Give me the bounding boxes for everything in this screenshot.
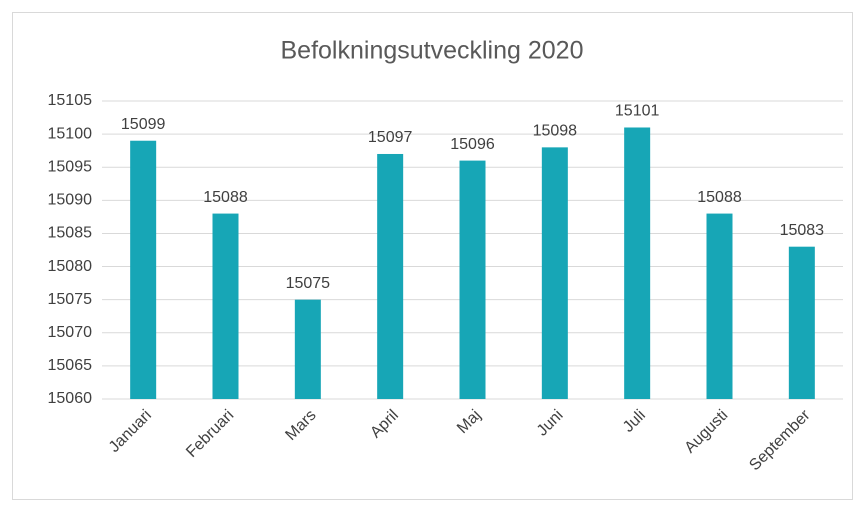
y-tick-label: 15085 [48, 225, 93, 242]
y-tick-label: 15070 [48, 324, 93, 341]
chart-title: Befolkningsutveckling 2020 [281, 37, 584, 65]
bar [212, 213, 239, 399]
data-label: 15096 [450, 136, 495, 153]
y-tick-label: 15060 [48, 390, 93, 407]
bar [788, 246, 815, 399]
bar [624, 127, 651, 399]
data-label: 15088 [697, 189, 742, 206]
bar [130, 140, 157, 399]
bar [294, 299, 321, 399]
data-label: 15075 [286, 275, 331, 292]
y-tick-label: 15095 [48, 158, 93, 175]
y-tick-label: 15065 [48, 357, 93, 374]
data-label: 15097 [368, 129, 413, 146]
y-tick-label: 15075 [48, 291, 93, 308]
y-tick-label: 15105 [48, 92, 93, 109]
bar [706, 213, 733, 399]
y-tick-label: 15090 [48, 192, 93, 209]
data-label: 15101 [615, 103, 660, 120]
bar [541, 147, 568, 399]
y-tick-label: 15080 [48, 258, 93, 275]
bar [377, 153, 404, 399]
y-tick-label: 15100 [48, 125, 93, 142]
data-label: 15083 [780, 222, 825, 239]
bar [459, 160, 486, 399]
data-label: 15099 [121, 116, 166, 133]
data-label: 15088 [203, 189, 248, 206]
data-label: 15098 [533, 123, 578, 140]
